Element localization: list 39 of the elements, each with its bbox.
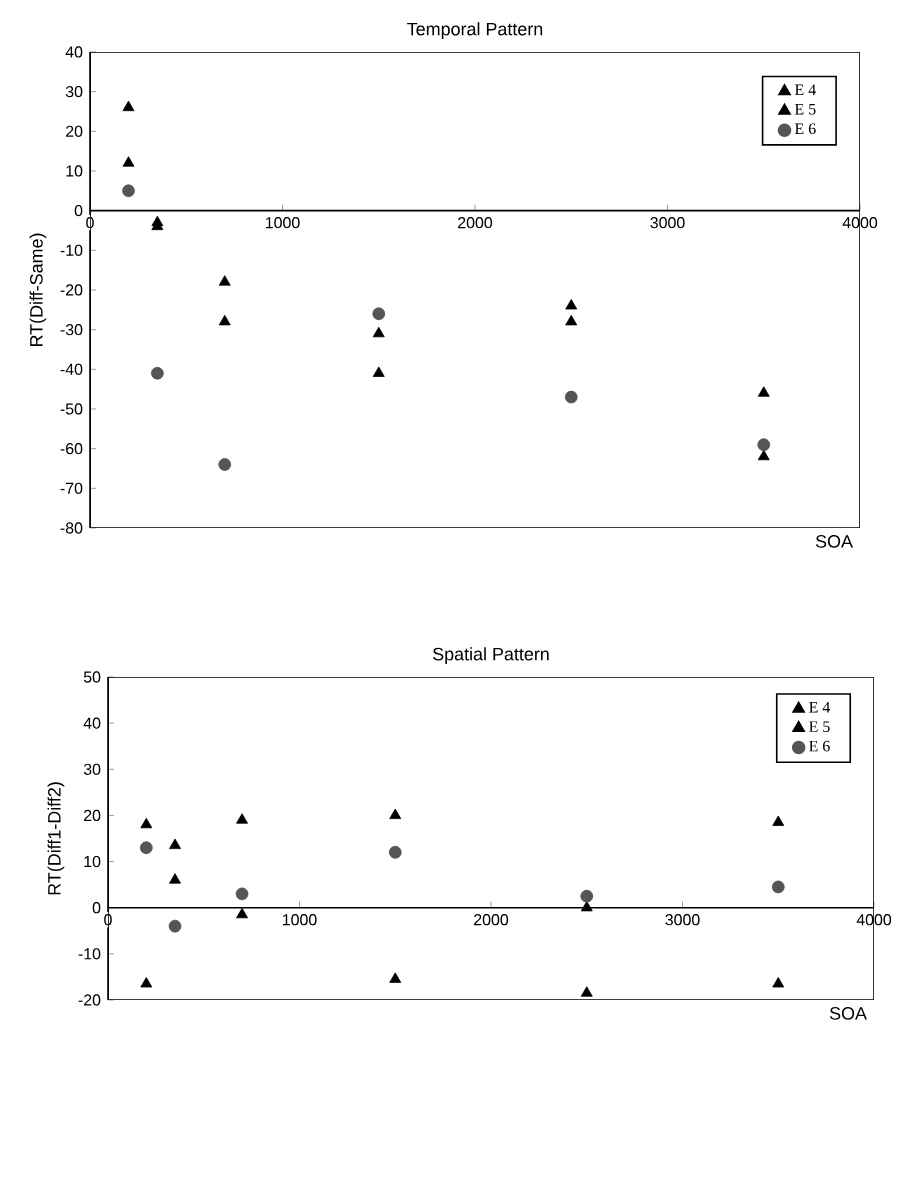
y-tick-label: 40 <box>65 46 83 58</box>
y-tick-label: -60 <box>60 443 83 455</box>
y-tick-label: -20 <box>78 994 101 1006</box>
y-tick-label: 10 <box>84 855 101 868</box>
y-tick-label: 0 <box>92 902 101 914</box>
y-tick-label: 50 <box>83 671 101 683</box>
y-tick-label: 40 <box>83 717 101 729</box>
y-axis-title: RT(Diff1-Diff2) <box>47 782 65 895</box>
x-tick-label: 2000 <box>458 217 493 229</box>
x-tick-label: 3000 <box>665 914 700 926</box>
x-tick-label: 1000 <box>265 217 300 229</box>
y-tick-label: -20 <box>60 284 83 296</box>
chart-title: Spatial Pattern <box>433 647 549 664</box>
y-tick-label: -40 <box>60 363 83 375</box>
y-axis-title: RT(Diff-Same) <box>29 233 47 346</box>
y-tick-label: -70 <box>60 482 83 494</box>
x-axis-title: SOA <box>815 535 853 548</box>
y-tick-label: -50 <box>60 403 83 415</box>
y-tick-label: -30 <box>60 324 83 336</box>
chart-title: Temporal Pattern <box>407 22 543 39</box>
legend-label: E 4 <box>794 84 816 96</box>
legend-label: E 6 <box>794 123 816 135</box>
y-tick-label: 0 <box>74 205 83 217</box>
y-tick-label: 30 <box>65 85 83 98</box>
legend-label: E 5 <box>809 721 830 732</box>
x-tick-label: 1000 <box>282 914 317 926</box>
y-tick-label: -80 <box>60 522 83 534</box>
y-tick-label: -10 <box>78 948 101 960</box>
y-tick-label: 30 <box>83 763 101 775</box>
y-tick-label: 10 <box>66 165 83 177</box>
y-tick-label: 20 <box>66 125 83 137</box>
x-axis-title: SOA <box>829 1007 867 1020</box>
y-tick-label: -10 <box>60 244 83 256</box>
legend-label: E 4 <box>809 701 831 713</box>
y-tick-label: 20 <box>84 809 101 822</box>
x-tick-label: 3000 <box>650 217 685 229</box>
legend-label: E 6 <box>809 740 830 752</box>
legend-label: E 5 <box>794 103 816 115</box>
x-tick-label: 2000 <box>474 914 509 926</box>
